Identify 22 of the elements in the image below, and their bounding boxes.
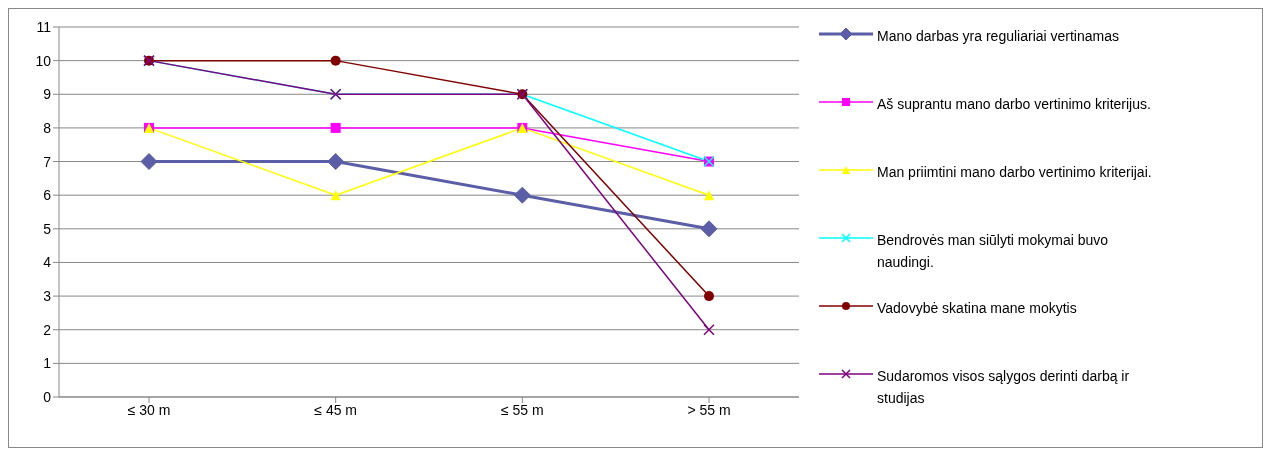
- y-tick-label: 0: [43, 388, 52, 405]
- y-tick-label: 5: [43, 220, 52, 237]
- y-tick-label: 8: [43, 119, 52, 136]
- x-tick-label: ≤ 45 m: [314, 401, 358, 418]
- y-tick-label: 9: [43, 86, 52, 103]
- y-tick-label: 7: [43, 153, 52, 170]
- y-tick-label: 6: [43, 187, 52, 204]
- x-tick-label: ≤ 55 m: [500, 401, 544, 418]
- y-tick-label: 3: [43, 288, 52, 305]
- y-tick-label: 11: [36, 18, 52, 35]
- legend-label: Vadovybė skatina mane mokytis: [877, 299, 1077, 318]
- y-tick-label: 4: [43, 254, 52, 271]
- y-tick-label: 2: [43, 321, 52, 338]
- y-tick-label: 1: [43, 355, 52, 372]
- legend-label: Mano darbas yra reguliariai vertinamas: [877, 27, 1119, 46]
- x-tick-label: > 55 m: [687, 401, 731, 418]
- legend-label: Bendrovės man siūlyti mokymai buvo naudingi.: [877, 231, 1110, 272]
- x-tick-label: ≤ 30 m: [127, 401, 171, 418]
- legend-label: Man priimtini mano darbo vertinimo kriterijai.: [877, 163, 1152, 182]
- legend-label: Aš suprantu mano darbo vertinimo kriterijus.: [877, 95, 1151, 114]
- legend-label: Sudaromos visos sąlygos derinti darbą ir studijas: [877, 367, 1131, 408]
- y-tick-label: 10: [35, 52, 52, 69]
